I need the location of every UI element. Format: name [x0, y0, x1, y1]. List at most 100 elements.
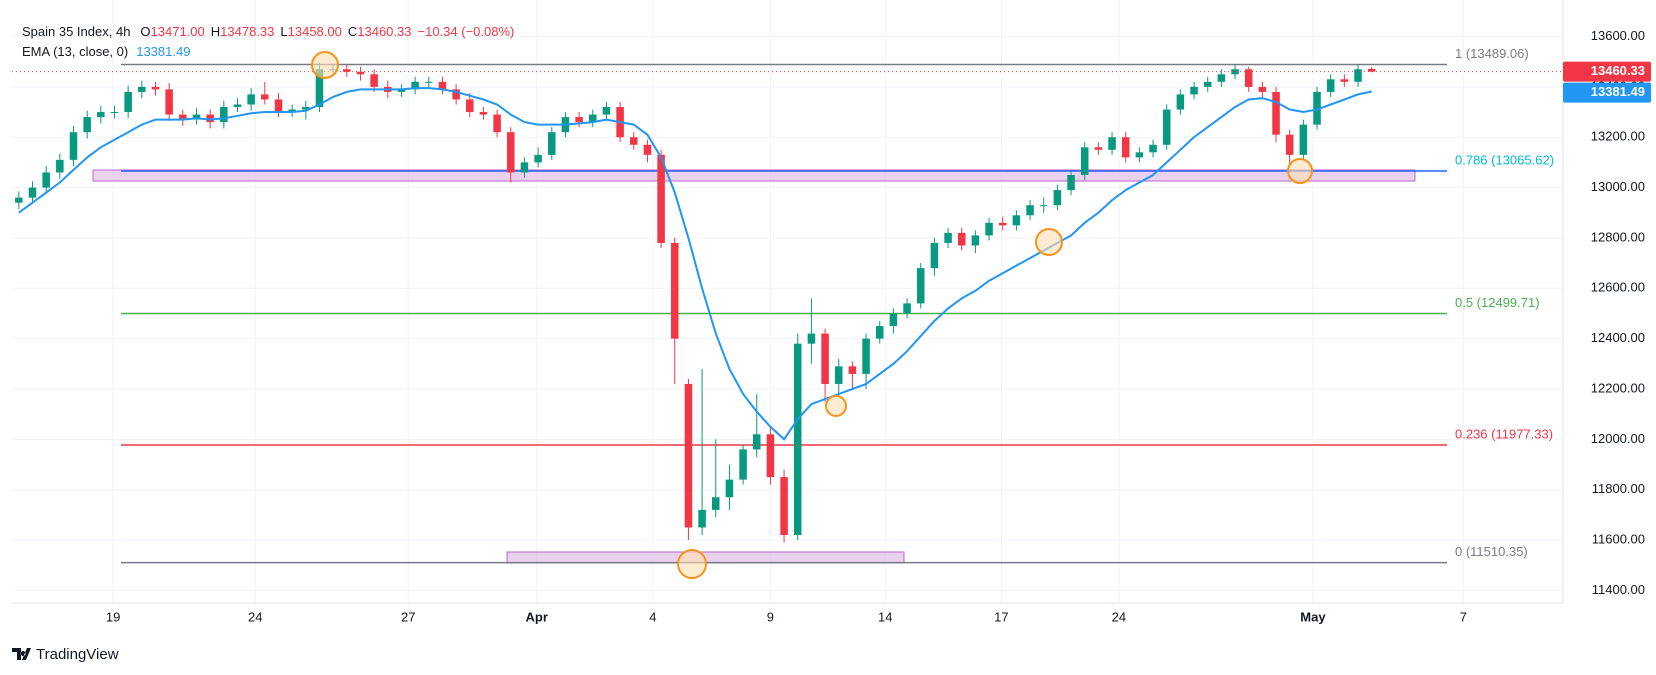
candle-body	[1026, 205, 1034, 216]
candle-body	[862, 338, 870, 374]
candle-body	[1121, 137, 1130, 158]
ema-label: 13381.49	[1591, 84, 1645, 99]
candles	[15, 62, 1376, 543]
x-tick-label: May	[1300, 609, 1326, 624]
candle-body	[998, 222, 1007, 226]
candle-body	[957, 232, 966, 246]
y-tick-label: 12600.00	[1591, 280, 1645, 295]
candle-body	[1094, 147, 1103, 150]
last-price-label: 13460.33	[1591, 63, 1645, 78]
ohlc-value: 13471.00	[151, 24, 205, 39]
candle-body	[1272, 91, 1280, 135]
candle-body	[370, 74, 378, 87]
support-zone	[92, 169, 1416, 182]
candle-body	[807, 333, 816, 344]
candle-body	[1080, 147, 1089, 175]
y-tick-label: 11400.00	[1592, 582, 1645, 597]
x-tick-label: 9	[767, 609, 774, 624]
y-tick-label: 12800.00	[1591, 229, 1645, 244]
candle-body	[1313, 91, 1321, 125]
ohlc-key: O	[140, 24, 150, 39]
candle-body	[1326, 79, 1335, 92]
y-tick-label: 13600.00	[1591, 28, 1645, 43]
candle-body	[766, 434, 775, 478]
candle-body	[1367, 68, 1376, 72]
candle-body	[507, 132, 515, 173]
y-tick-label: 11800.00	[1592, 481, 1645, 496]
candle-body	[821, 333, 829, 384]
candle-body	[684, 383, 693, 528]
fib-levels: 1 (13489.06) 0.786 (13065.62) 0.5 (12499.7…	[121, 46, 1554, 564]
candle-body	[589, 114, 597, 123]
candle-body	[657, 154, 665, 243]
y-tick-label: 12400.00	[1591, 330, 1645, 345]
candle-body	[110, 112, 119, 114]
candle-body	[1108, 137, 1116, 150]
candle-body	[69, 132, 78, 160]
candle-body	[220, 107, 228, 123]
candle-body	[643, 144, 652, 155]
candle-body	[315, 69, 324, 108]
symbol: Spain 35 Index, 4h	[22, 24, 130, 39]
x-tick-label: 4	[649, 609, 656, 624]
y-tick-label: 13000.00	[1591, 179, 1645, 194]
candle-body	[28, 187, 37, 198]
candle-body	[1217, 74, 1226, 82]
candle-body	[1135, 152, 1144, 158]
candle-body	[971, 235, 980, 246]
candle-body	[1190, 86, 1198, 95]
ohlc-value: 13460.33	[357, 24, 411, 39]
candle-body	[42, 172, 50, 188]
candle-body	[165, 89, 173, 115]
candle-body	[1012, 215, 1021, 226]
ema-value: 13381.49	[136, 44, 190, 59]
x-tick-label: 19	[106, 609, 120, 624]
fib-level-label: 0.786 (13065.62)	[1455, 152, 1554, 167]
candle-body	[179, 114, 187, 120]
indicator-legend: EMA (13, close, 0) 13381.49	[22, 44, 190, 59]
candle-body	[1039, 205, 1048, 207]
candle-body	[15, 197, 23, 203]
y-tick-label: 12000.00	[1591, 431, 1645, 446]
candle-body	[1203, 81, 1212, 87]
brand-logo	[12, 648, 31, 660]
candle-body	[97, 112, 105, 118]
highlight-circle	[311, 51, 339, 79]
brand: TradingView	[12, 646, 119, 663]
highlight-circles	[311, 51, 1313, 579]
candle-body	[698, 509, 706, 528]
candle-body	[343, 69, 351, 72]
candle-body	[671, 242, 679, 339]
candle-body	[889, 313, 898, 327]
candle-body	[438, 81, 447, 90]
candle-body	[985, 222, 993, 236]
candle-body	[1258, 86, 1267, 92]
last-price-badge	[1563, 61, 1651, 82]
candle-body	[274, 99, 283, 113]
ema-badge	[1563, 82, 1651, 103]
candle-body	[56, 159, 64, 173]
candle-body	[425, 81, 433, 83]
candle-body	[151, 86, 160, 90]
candle-body	[1244, 69, 1253, 87]
header: Spain 35 Index, 4h O13471.00 H13478.33 L134…	[22, 24, 514, 39]
candle-body	[124, 91, 132, 113]
candle-body	[848, 366, 857, 374]
candle-body	[247, 94, 255, 105]
candle-body	[575, 117, 583, 123]
highlight-circle	[1287, 158, 1313, 184]
candle-body	[602, 107, 611, 115]
grid	[12, 0, 1563, 603]
candle-body	[302, 107, 310, 110]
candle-body	[192, 114, 201, 120]
candle-body	[711, 497, 720, 510]
fib-level-label: 0 (11510.35)	[1455, 544, 1528, 559]
ohlc-value: 13478.33	[220, 24, 274, 39]
change: −10.34 (−0.08%)	[418, 24, 515, 39]
candle-body	[288, 109, 296, 113]
candle-body	[903, 303, 911, 314]
candle-body	[1053, 190, 1062, 206]
axes: 11400.00 11600.00 11800.00 12000.00 12200.00…	[106, 28, 1651, 624]
x-tick-label: Apr	[526, 609, 548, 624]
